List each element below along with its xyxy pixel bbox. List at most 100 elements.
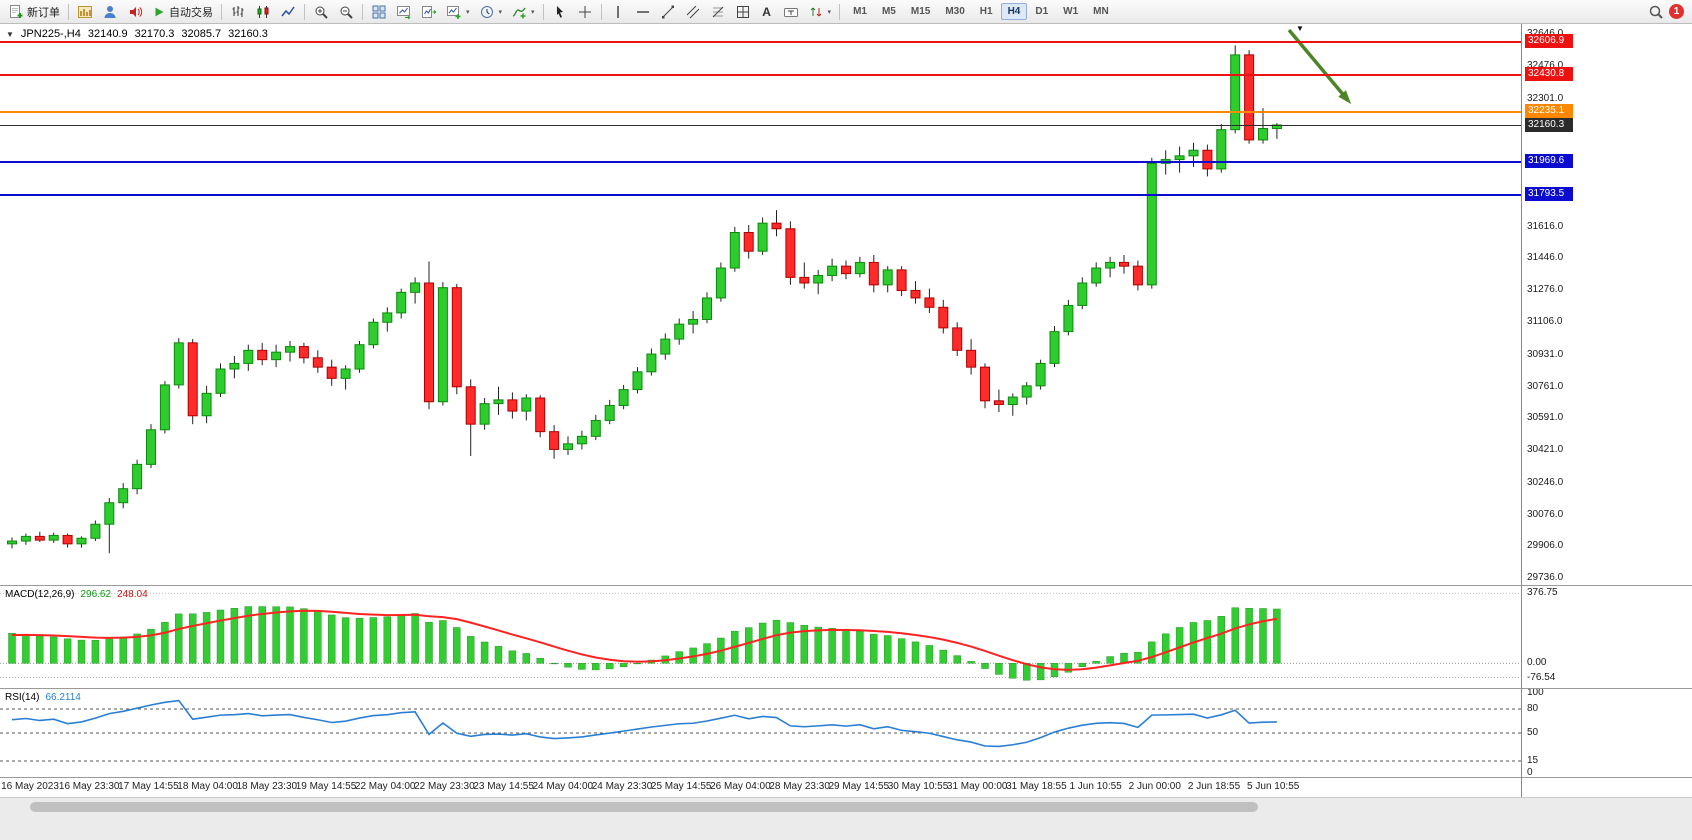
main-chart-panel[interactable]: ▼ JPN225-,H4 32140.9 32170.3 32085.7 321…: [0, 24, 1521, 585]
tile-windows-button[interactable]: [367, 2, 391, 22]
horizontal-scrollbar[interactable]: [30, 802, 1258, 812]
auto-trading-label: 自动交易: [169, 6, 213, 19]
candle: [521, 394, 532, 421]
macd-histogram-bar: [1134, 651, 1142, 664]
macd-histogram-bar: [36, 635, 44, 664]
macd-histogram-bar: [786, 622, 795, 664]
timeframe-button-m1[interactable]: M1: [846, 3, 874, 20]
indicators-button[interactable]: ▾: [507, 2, 539, 22]
horizontal-level-line[interactable]: [0, 74, 1521, 77]
equidistant-channel-button[interactable]: [681, 2, 705, 22]
price-axis-label: 30931.0: [1527, 348, 1564, 360]
chart-shift-marker[interactable]: ▼: [1296, 24, 1304, 33]
macd-histogram-bar: [1203, 620, 1212, 664]
price-badge: 32430.8: [1525, 67, 1573, 82]
quote-bar: ▼ JPN225-,H4 32140.9 32170.3 32085.7 321…: [6, 28, 268, 40]
price-axis-column[interactable]: 32646.032476.032301.032131.031961.031791…: [1522, 24, 1692, 778]
candle-chart-button[interactable]: [251, 2, 275, 22]
auto-scroll-button[interactable]: [392, 2, 416, 22]
candle-body: [674, 323, 685, 340]
macd-panel[interactable]: MACD(12,26,9) 296.62 248.04: [0, 586, 1521, 688]
vertical-line-icon: [616, 5, 619, 18]
rsi-layer: [0, 699, 1521, 762]
line-chart-button[interactable]: [276, 2, 300, 22]
macd-histogram-bar: [953, 655, 961, 664]
candle: [410, 277, 421, 304]
candle: [1146, 157, 1157, 289]
macd-histogram-bar: [91, 640, 100, 664]
symbol-dropdown-icon[interactable]: ▼: [6, 29, 14, 39]
new-chart-button[interactable]: ▾: [442, 2, 474, 22]
macd-histogram-bar: [467, 636, 475, 664]
candle: [1188, 142, 1199, 168]
macd-histogram-bar: [188, 613, 197, 664]
period-button[interactable]: ▾: [475, 2, 507, 22]
candle: [1119, 254, 1129, 274]
crosshair-button[interactable]: [573, 2, 597, 22]
fibonacci-button[interactable]: [706, 2, 730, 22]
macd-histogram-bar: [1259, 608, 1267, 664]
profile-button[interactable]: [98, 2, 122, 22]
arrows-button[interactable]: ▾: [804, 2, 836, 22]
candle-body: [743, 232, 754, 252]
horizontal-level-line[interactable]: [0, 193, 1521, 196]
candle-body: [993, 400, 1004, 406]
macd-histogram-bar: [911, 641, 920, 664]
charts-button[interactable]: [73, 2, 97, 22]
timeframe-button-h4[interactable]: H4: [1000, 3, 1028, 20]
timeframe-button-m5[interactable]: M5: [875, 3, 903, 20]
panel-divider[interactable]: [0, 585, 1692, 586]
timeframe-button-d1[interactable]: D1: [1028, 3, 1055, 20]
candle-body: [90, 523, 101, 539]
candle-body: [604, 404, 615, 421]
candle-body: [354, 344, 365, 370]
horizontal-level-line[interactable]: [0, 41, 1521, 44]
auto-trading-button[interactable]: 自动交易: [148, 2, 217, 22]
horizontal-level-line[interactable]: [0, 110, 1521, 113]
panel-divider[interactable]: [0, 688, 1692, 689]
vertical-line-button[interactable]: [606, 2, 630, 22]
candle-body: [729, 232, 740, 269]
price-axis-label: 32646.0: [1527, 28, 1563, 39]
notification-badge[interactable]: 1: [1669, 4, 1684, 19]
current-price-line[interactable]: [0, 124, 1521, 126]
zoom-out-button[interactable]: [334, 2, 358, 22]
macd-signal-line: [11, 609, 1278, 671]
timeframe-button-m15[interactable]: M15: [904, 3, 937, 20]
candle: [729, 226, 740, 272]
text-label-button[interactable]: [779, 2, 803, 22]
search-button[interactable]: [1644, 2, 1668, 22]
tile-windows-icon: [372, 5, 386, 18]
zoom-in-button[interactable]: [309, 2, 333, 22]
horizontal-line-button[interactable]: [631, 2, 655, 22]
time-axis-label: 31 May 18:55: [1006, 781, 1067, 792]
candle-body: [646, 353, 657, 373]
alerts-button[interactable]: [123, 2, 147, 22]
time-axis[interactable]: 16 May 2023 16 May 23:30 17 May 14:55 18 Ma…: [0, 778, 1521, 797]
timeframe-button-mn[interactable]: MN: [1086, 3, 1116, 20]
candle-body: [868, 261, 879, 286]
candle-body: [1035, 362, 1046, 387]
trendline-button[interactable]: [656, 2, 680, 22]
candle-body: [688, 318, 699, 325]
candle-body: [48, 534, 59, 541]
rsi-panel[interactable]: RSI(14) 66.2114: [0, 689, 1521, 777]
text-button[interactable]: A: [756, 2, 778, 22]
price-axis-divider: [1521, 24, 1522, 797]
shapes-button[interactable]: [731, 2, 755, 22]
timeframe-button-w1[interactable]: W1: [1056, 3, 1085, 20]
horizontal-level-line[interactable]: [0, 160, 1521, 163]
timeframe-button-m30[interactable]: M30: [938, 3, 971, 20]
cursor-button[interactable]: [548, 2, 572, 22]
macd-histogram-bar: [328, 614, 336, 664]
macd-histogram-bar: [202, 612, 211, 664]
time-axis-label: 26 May 04:00: [710, 781, 771, 792]
chart-shift-button[interactable]: [417, 2, 441, 22]
candle-body: [257, 349, 268, 361]
panel-divider: [0, 777, 1692, 778]
candle: [563, 436, 573, 456]
bar-chart-button[interactable]: [226, 2, 250, 22]
new-order-button[interactable]: 新订单: [4, 2, 64, 22]
timeframe-button-h1[interactable]: H1: [973, 3, 1000, 20]
macd-histogram-bar: [1106, 656, 1114, 664]
